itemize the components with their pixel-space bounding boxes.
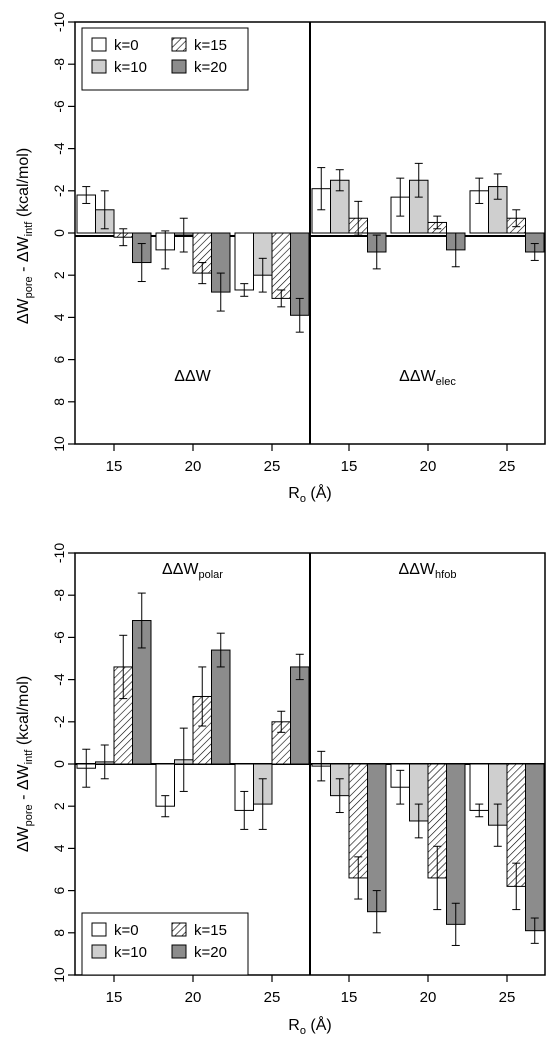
y-tick-label: 6 [51, 355, 67, 363]
y-tick-label: -10 [51, 543, 67, 563]
x-tick-label: 20 [420, 458, 437, 475]
y-tick-label: 2 [51, 271, 67, 279]
y-tick-label: 8 [51, 929, 67, 937]
legend-swatch [171, 37, 187, 52]
legend-label: k=15 [194, 37, 227, 54]
legend-swatch [91, 37, 107, 52]
y-tick-label: 0 [51, 760, 67, 768]
y-tick-label: -6 [51, 631, 67, 644]
legend: k=0 k=15 k=10 k=20 [81, 27, 249, 91]
x-tick-label: 20 [420, 989, 437, 1006]
y-axis-label: ΔWpore - ΔWintf (kcal/mol) [15, 148, 35, 324]
y-tick-label: -4 [51, 142, 67, 155]
y-axis: -10 -8 -6 -4 -2 0 2 4 6 8 10 [51, 12, 75, 452]
panel-label: ΔΔWpolar [162, 561, 223, 581]
legend-label: k=10 [114, 59, 147, 76]
legend-label: k=0 [114, 922, 139, 939]
y-axis-label: ΔWpore - ΔWintf (kcal/mol) [15, 676, 35, 852]
x-axis-label: Ro (Å) [288, 483, 331, 505]
legend-swatch [171, 944, 187, 959]
y-tick-label: 6 [51, 886, 67, 894]
y-tick-label: 10 [51, 967, 67, 983]
y-tick-label: -10 [51, 12, 67, 32]
panel-label: ΔΔWelec [399, 368, 456, 388]
y-tick-label: -4 [51, 673, 67, 686]
x-axis: 15 20 25 15 20 25 [106, 975, 516, 1006]
bar [271, 232, 291, 299]
legend-swatch [171, 922, 187, 937]
y-tick-label: -2 [51, 184, 67, 197]
y-tick-label: -8 [51, 589, 67, 602]
bar [525, 763, 545, 932]
y-tick-label: 4 [51, 844, 67, 852]
legend-label: k=0 [114, 37, 139, 54]
top-chart: -10 -8 -6 -4 -2 0 2 4 6 8 10 15 20 25 15 20 25 ΔΔW ΔΔWel… [15, 12, 546, 505]
legend: k=0 k=15 k=10 k=20 [81, 912, 249, 976]
y-tick-label: -8 [51, 58, 67, 71]
y-tick-label: -6 [51, 100, 67, 113]
legend-swatch [171, 59, 187, 74]
bars [76, 162, 545, 333]
y-tick-label: -2 [51, 715, 67, 728]
x-tick-label: 15 [341, 989, 358, 1006]
legend-swatch [91, 59, 107, 74]
panel-label: ΔΔW [174, 368, 211, 385]
legend-box [81, 27, 249, 91]
y-tick-label: 10 [51, 436, 67, 452]
legend-label: k=20 [194, 59, 227, 76]
x-axis: 15 20 25 15 20 25 [106, 444, 516, 475]
legend-label: k=10 [114, 944, 147, 961]
y-axis: -10 -8 -6 -4 -2 0 2 4 6 8 10 [51, 543, 75, 983]
x-tick-label: 15 [106, 458, 123, 475]
x-tick-label: 20 [185, 458, 202, 475]
bar [446, 763, 466, 925]
x-axis-label: Ro (Å) [288, 1015, 331, 1037]
bar [367, 763, 387, 913]
bottom-chart: -10 -8 -6 -4 -2 0 2 4 6 8 10 15 20 25 15 20 25 ΔΔWpolar… [15, 543, 546, 1037]
y-tick-label: 4 [51, 313, 67, 321]
x-tick-label: 15 [341, 458, 358, 475]
legend-label: k=15 [194, 922, 227, 939]
bar [234, 232, 254, 291]
y-tick-label: 2 [51, 802, 67, 810]
legend-swatch [91, 922, 107, 937]
legend-box [81, 912, 249, 976]
x-tick-label: 25 [264, 458, 281, 475]
x-tick-label: 20 [185, 989, 202, 1006]
panel-labels: ΔΔW ΔΔWelec [174, 368, 456, 388]
legend-label: k=20 [194, 944, 227, 961]
bar [469, 763, 489, 811]
bar [290, 666, 310, 765]
panel-label: ΔΔWhfob [399, 561, 457, 581]
bars [76, 592, 545, 946]
x-tick-label: 25 [264, 989, 281, 1006]
x-tick-label: 25 [499, 458, 516, 475]
x-tick-label: 15 [106, 989, 123, 1006]
x-tick-label: 25 [499, 989, 516, 1006]
y-tick-label: 0 [51, 229, 67, 237]
legend-swatch [91, 944, 107, 959]
panel-labels: ΔΔWpolar ΔΔWhfob [162, 561, 456, 581]
y-tick-label: 8 [51, 398, 67, 406]
